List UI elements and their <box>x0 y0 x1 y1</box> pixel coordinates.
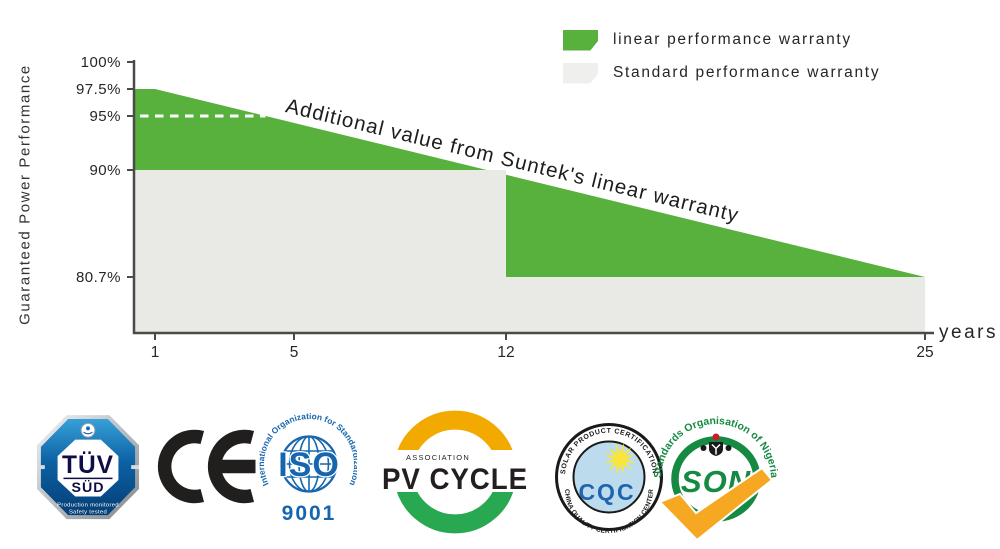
cqc-sun-icon <box>604 443 636 475</box>
linear-warranty-area-left <box>134 89 487 170</box>
y-tick-label: 80.7% <box>76 269 121 286</box>
tuv-sud-logo: TÜV SÜD Production monitored Safety test… <box>36 415 140 520</box>
x-tick-label: 12 <box>497 344 514 361</box>
tuv-caption-2: Safety tested <box>69 510 107 516</box>
warranty-chart: 100% 97.5% 95% 90% 80.7% 1 5 12 25 <box>76 54 934 361</box>
cqc-center-text: CQC <box>578 479 635 505</box>
linear-warranty-area-right <box>506 174 925 277</box>
iso-number-text: 9001 <box>282 502 337 525</box>
x-tick-label: 1 <box>151 344 160 361</box>
y-tick-label: 100% <box>81 54 121 71</box>
tuv-text: TÜV <box>62 452 114 479</box>
legend-label-linear: linear performance warranty <box>613 31 852 48</box>
legend-label-standard: Standard performance warranty <box>613 64 881 81</box>
iso-globe-icon <box>280 435 338 493</box>
tuv-crest-arc <box>83 431 93 435</box>
x-tick-label: 5 <box>290 344 299 361</box>
standard-warranty-area <box>134 170 925 333</box>
pv-cycle-green-arc <box>394 478 516 534</box>
tuv-sud-text: SÜD <box>72 479 105 496</box>
iso-9001-logo: International Organization for Standardi… <box>257 411 357 525</box>
linear-warranty-swatch-icon <box>563 29 598 51</box>
standard-warranty-swatch-icon <box>563 62 598 84</box>
x-tick-label: 25 <box>916 344 933 361</box>
y-tick-label: 97.5% <box>76 81 121 98</box>
legend-row-standard: Standard performance warranty <box>563 62 880 84</box>
pv-cycle-logo: ASSOCIATION PV CYCLE <box>378 410 533 534</box>
pv-cycle-yellow-arc <box>394 410 516 466</box>
iso-center-text: ISO <box>278 446 340 484</box>
nigeria-coat-of-arms-icon <box>700 433 732 456</box>
ce-letter-e-arc <box>207 429 255 504</box>
ce-mark-logo <box>157 429 256 504</box>
tuv-crest-icon <box>80 422 96 438</box>
tuv-left-stripe <box>36 465 45 470</box>
ce-letter-c <box>157 429 205 504</box>
son-checkmark-icon <box>658 466 774 542</box>
cqc-logo: SOLAR PRODUCT CERTIFICATION CHINA QUALIT… <box>555 423 663 535</box>
y-tick-label: 90% <box>89 162 121 179</box>
axis-lines <box>132 60 934 335</box>
tuv-right-stripe <box>131 465 140 470</box>
tuv-caption-1: Production monitored <box>57 502 119 508</box>
tuv-white-octagon <box>57 439 119 497</box>
tuv-crest-dot <box>86 426 90 431</box>
chart-legend: linear performance warranty Standard per… <box>563 29 880 95</box>
x-axis-label: years <box>939 322 998 343</box>
y-axis-title: Guaranteed Power Performance <box>16 64 34 325</box>
son-logo: Standards Organisation of Nigeria SON <box>652 415 780 542</box>
pv-cycle-association-text: ASSOCIATION <box>406 453 470 462</box>
legend-row-linear: linear performance warranty <box>563 29 880 51</box>
pv-cycle-text: PV CYCLE <box>382 463 528 496</box>
pv-cycle-text-band <box>378 450 533 492</box>
y-tick-label: 95% <box>89 108 121 125</box>
